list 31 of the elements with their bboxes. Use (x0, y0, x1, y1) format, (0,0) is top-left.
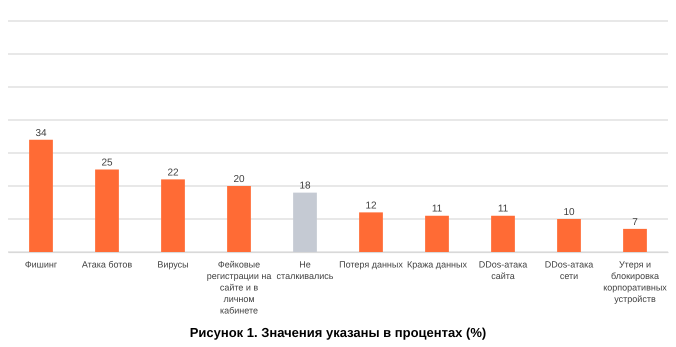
data-label: 20 (233, 174, 245, 185)
bar (29, 140, 53, 252)
data-label: 25 (101, 158, 113, 168)
data-label: 11 (498, 204, 509, 215)
x-tick-label: Утеря и блокировка корпоративных устройств (603, 260, 668, 304)
data-label: 7 (632, 216, 638, 228)
x-tick-label: Вирусы (157, 260, 189, 270)
bar (161, 179, 185, 252)
x-tick-label: Фишинг (24, 260, 58, 270)
bar (491, 216, 515, 252)
bar (425, 216, 449, 252)
data-label: 22 (167, 167, 179, 178)
data-label: 34 (35, 128, 47, 139)
x-tick-label: Потеря данных (339, 260, 404, 270)
data-label: 11 (432, 204, 443, 215)
bar (293, 192, 317, 252)
bar (623, 228, 647, 252)
data-label: 18 (299, 180, 311, 192)
text: Рисунок 1. Значения указаны в процентах (%) (190, 325, 486, 340)
data-label: 12 (365, 200, 377, 212)
x-tick-label: Фейковые регистрации на сайте и в личном кабинете (206, 260, 272, 316)
bar (359, 212, 383, 252)
bar (557, 219, 581, 252)
x-tick-label: DDos-атака сети (544, 260, 594, 281)
bar (95, 170, 119, 252)
x-tick-label: Атака ботов (82, 260, 132, 270)
x-tick-label: Кража данных (407, 260, 468, 270)
bar (227, 186, 251, 252)
x-tick-label: DDos-атака сайта (478, 260, 528, 281)
data-label: 10 (563, 207, 575, 218)
x-tick-label: Не сталкивались (276, 260, 334, 281)
